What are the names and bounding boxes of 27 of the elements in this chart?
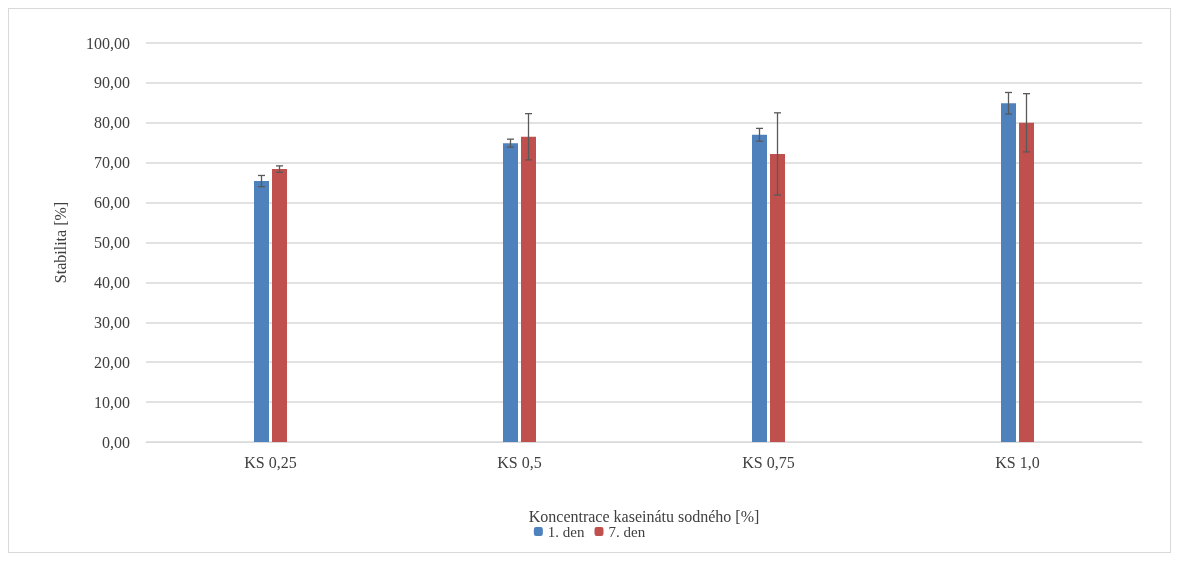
bar [1001, 103, 1016, 442]
x-tick-label: KS 0,25 [244, 453, 297, 471]
y-tick-label: 30,00 [94, 313, 130, 331]
y-tick-label: 70,00 [94, 154, 130, 172]
bar [272, 169, 287, 442]
legend-label: 7. den [608, 523, 646, 540]
y-tick-label: 20,00 [94, 353, 130, 371]
y-tick-label: 60,00 [94, 194, 130, 212]
y-tick-label: 50,00 [94, 234, 130, 251]
bar [254, 181, 269, 442]
y-tick-label: 40,00 [94, 273, 130, 291]
x-tick-label: KS 1,0 [995, 453, 1040, 471]
x-tick-label: KS 0,75 [742, 453, 795, 471]
y-tick-label: 100,00 [86, 34, 130, 52]
y-tick-label: 0,00 [102, 433, 130, 451]
bar [521, 136, 536, 442]
bar [770, 153, 785, 442]
y-axis-title: Stabilita [%] [51, 201, 69, 284]
bar [1019, 122, 1034, 442]
bar [503, 143, 518, 442]
y-tick-label: 10,00 [94, 393, 130, 411]
x-tick-label: KS 0,5 [497, 453, 542, 471]
legend-label: 1. den [547, 523, 585, 540]
x-axis-title: Koncentrace kaseinátu sodného [%] [528, 507, 760, 525]
bar [752, 134, 767, 442]
y-tick-label: 80,00 [94, 114, 130, 132]
y-tick-label: 90,00 [94, 74, 130, 92]
